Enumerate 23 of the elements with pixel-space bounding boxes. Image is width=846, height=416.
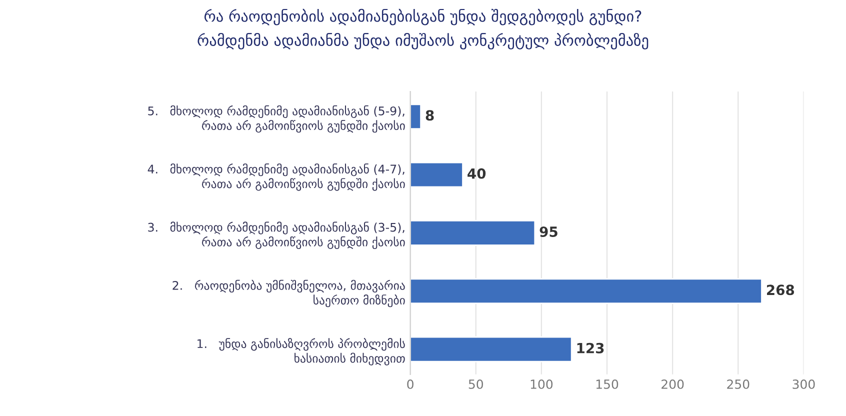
x-tick-label: 300 bbox=[792, 379, 815, 389]
bar bbox=[410, 162, 464, 188]
data-label: 40 bbox=[468, 168, 486, 179]
data-label: 123 bbox=[577, 342, 604, 354]
x-tick-label: 100 bbox=[530, 379, 553, 389]
data-label: 8 bbox=[426, 110, 434, 121]
x-tick-label: 200 bbox=[662, 379, 684, 389]
y-tick-label: 5. მხოლოდ რამდენიმე ადამიანისგან (5-9), რათა არ გამოიწვიოს გუნდში ქაოსი bbox=[148, 105, 405, 133]
y-tick-label: 4. მხოლოდ რამდენიმე ადამიანისგან (4-7), რათა არ გამოიწვიოს გუნდში ქაოსი bbox=[148, 164, 405, 191]
chart-title: რა რაოდენობის ადამიანებისგან უნდა შედგებოდეს გუნდი? რამდენმა ადამიანმა უნდა იმუშაოს კონკრეტულ პრობლემაზე bbox=[198, 8, 648, 50]
data-label: 95 bbox=[540, 226, 558, 237]
y-tick-label: 3. მხოლოდ რამდენიმე ადამიანისგან (3-5), რათა არ გამოიწვიოს გუნდში ქაოსი bbox=[148, 222, 405, 249]
x-tick-label: 150 bbox=[596, 379, 618, 389]
y-tick-label: 2. რაოდენობა უმნიშვნელოა, მთავარია საერთო მიზნები bbox=[172, 280, 405, 308]
bar bbox=[410, 220, 536, 246]
bar bbox=[410, 104, 422, 130]
bar bbox=[410, 278, 762, 304]
y-tick-label: 1. უნდა განისაზღვროს პრობლემის ხასიათის მიხედვით bbox=[198, 338, 405, 366]
x-tick-label: 0 bbox=[407, 379, 414, 389]
bar bbox=[410, 336, 572, 362]
x-tick-label: 50 bbox=[468, 379, 483, 389]
x-tick-label: 250 bbox=[727, 379, 750, 389]
data-label: 268 bbox=[767, 284, 794, 296]
